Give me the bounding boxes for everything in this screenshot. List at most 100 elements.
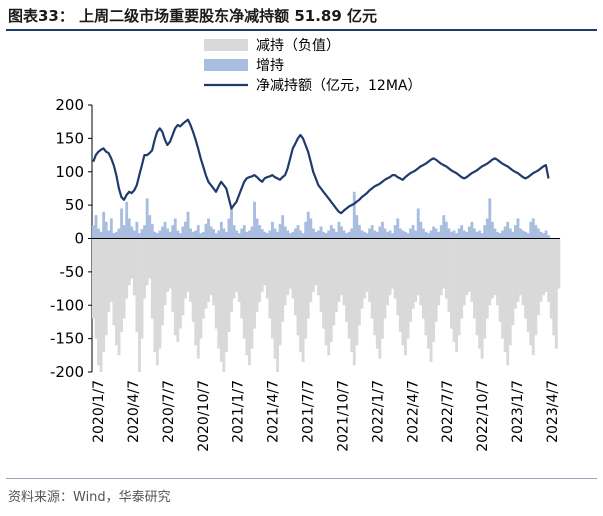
reduce-bar (102, 238, 106, 352)
increase-bar (375, 231, 379, 239)
increase-bar (204, 223, 208, 239)
reduce-bar (467, 238, 471, 292)
reduce-bar (138, 238, 141, 372)
y-tick-label: -100 (50, 296, 84, 314)
reduce-bar (240, 238, 244, 319)
reduce-bar (511, 238, 515, 326)
increase-bar (306, 211, 310, 239)
increase-bar (516, 218, 520, 239)
reduce-bar (513, 238, 517, 309)
increase-bar (276, 231, 279, 239)
reduce-bar (120, 238, 123, 332)
reduce-bar (168, 238, 172, 289)
increase-bar (99, 231, 103, 239)
reduce-bar (490, 238, 494, 299)
increase-bar (496, 231, 499, 239)
x-tick-label: 2021/1/7 (231, 380, 247, 443)
increase-bar (286, 230, 290, 239)
reduce-bar (465, 238, 469, 296)
x-tick-label: 2021/10/7 (335, 380, 351, 452)
reduce-bar (214, 238, 218, 329)
increase-bar (288, 233, 292, 239)
increase-bar (539, 231, 543, 239)
reduce-bar (224, 238, 228, 352)
reduce-bar (184, 238, 187, 299)
x-tick-label: 2022/1/7 (370, 380, 386, 443)
increase-bar (355, 215, 359, 239)
y-tick-label: 50 (65, 196, 84, 214)
reduce-bar (444, 238, 448, 299)
reduce-bar (416, 238, 420, 296)
increase-bar (107, 230, 111, 239)
reduce-bar (314, 238, 318, 286)
increase-bar (444, 221, 448, 239)
increase-bar (242, 225, 246, 239)
reduce-bar (115, 238, 118, 346)
increase-bar (519, 228, 522, 239)
reduce-bar (544, 238, 548, 292)
reduce-bar (140, 238, 144, 339)
increase-bar (329, 225, 333, 239)
increase-bar (526, 233, 530, 239)
increase-bar (309, 218, 313, 239)
increase-bar (442, 215, 446, 239)
increase-bar (490, 221, 494, 239)
increase-bar (386, 231, 389, 239)
reduce-bar (470, 238, 474, 302)
reduce-bar (273, 238, 277, 359)
reduce-bar (130, 238, 134, 279)
reduce-bar (176, 238, 180, 342)
reduce-bar (278, 238, 282, 346)
reduce-bar (245, 238, 249, 356)
reduce-bar (127, 238, 131, 286)
reduce-bar (419, 238, 423, 306)
increase-bar (255, 218, 259, 239)
increase-bar (470, 221, 474, 239)
reduce-bar (368, 238, 372, 302)
increase-bar (120, 208, 123, 239)
increase-bar (322, 231, 326, 239)
reduce-bar (288, 238, 292, 289)
increase-bar (212, 229, 216, 239)
increase-bar (140, 229, 144, 239)
increase-bar (281, 215, 285, 239)
increase-bar (460, 225, 464, 239)
reduce-bar (386, 238, 389, 306)
reduce-bar (155, 238, 159, 366)
reduce-bar (401, 238, 405, 346)
increase-bar (155, 233, 159, 239)
reduce-bar (365, 238, 369, 292)
increase-bar (127, 218, 131, 239)
increase-bar (230, 208, 233, 239)
reduce-bar (475, 238, 479, 336)
reduce-bar (242, 238, 246, 339)
increase-bar (345, 233, 349, 239)
increase-bar (370, 225, 374, 239)
increase-bar (250, 226, 254, 239)
increase-bar (92, 225, 95, 239)
increase-bar (327, 230, 331, 239)
reduce-bar (296, 238, 300, 336)
reduce-bar (286, 238, 290, 296)
increase-bar (534, 225, 538, 239)
increase-bar (363, 231, 366, 239)
reduce-bar (350, 238, 354, 352)
reduce-bar (163, 238, 167, 306)
reduce-bar (291, 238, 295, 299)
source-note: 资料来源：Wind，华泰研究 (8, 490, 171, 505)
increase-bar (357, 225, 361, 239)
y-tick-label: -150 (50, 330, 84, 348)
reduce-bar (311, 238, 315, 292)
increase-bar (97, 228, 100, 239)
reduce-bar (173, 238, 177, 336)
increase-bar (176, 230, 180, 239)
reduce-bar (388, 238, 392, 296)
reduce-bar (524, 238, 528, 319)
increase-bar (383, 228, 387, 239)
net-reduction-line (92, 118, 550, 215)
increase-bar (102, 211, 106, 239)
reduce-bar (421, 238, 425, 319)
increase-bar (544, 230, 548, 239)
increase-bar (232, 225, 236, 239)
increase-bar (521, 230, 525, 239)
